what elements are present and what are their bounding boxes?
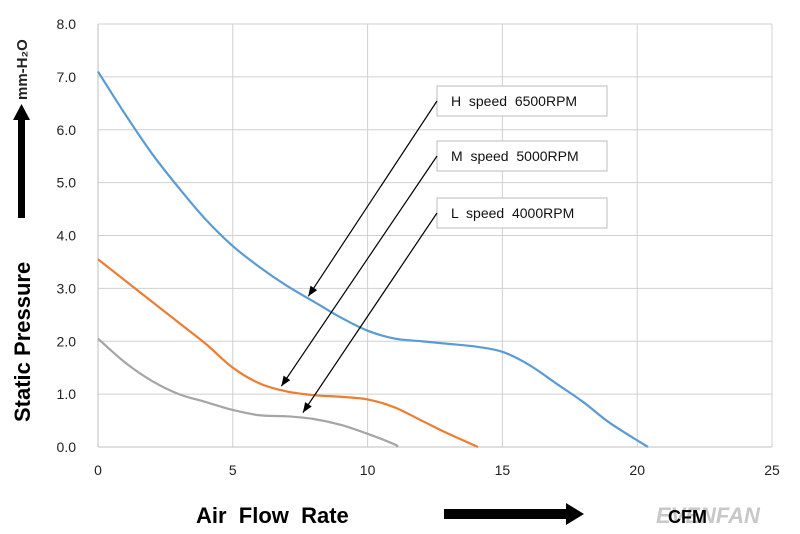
y-axis-arrow-icon — [13, 104, 30, 120]
y-tick-label: 2.0 — [57, 333, 77, 349]
series-line-l-speed — [97, 337, 399, 448]
y-tick-label: 7.0 — [57, 69, 77, 85]
arrowhead-icon-l-speed — [302, 402, 312, 413]
x-tick-label: 20 — [629, 462, 645, 478]
annotation-label-m-speed: M speed 5000RPM — [451, 148, 579, 164]
x-tick-label: 0 — [94, 462, 102, 478]
series-line-h-speed — [97, 70, 649, 448]
watermark-text: EVENFAN — [656, 503, 761, 528]
x-tick-label: 10 — [360, 462, 376, 478]
annotation-arrow-m-speed — [280, 155, 438, 387]
y-axis-title-group: Static Pressure mm-H₂O — [10, 39, 35, 422]
annotation-label-h-speed: H speed 6500RPM — [451, 93, 577, 109]
y-tick-label: 6.0 — [57, 122, 77, 138]
y-axis-bar — [18, 118, 25, 218]
y-tick-label: 4.0 — [57, 228, 77, 244]
x-axis-title: Air Flow Rate — [196, 503, 349, 528]
x-tick-label: 25 — [764, 462, 780, 478]
y-tick-labels: 0.0 1.0 2.0 3.0 4.0 5.0 6.0 7.0 8.0 — [57, 16, 77, 455]
y-tick-label: 8.0 — [57, 16, 77, 32]
annotation-arrow-h-speed — [307, 100, 438, 297]
y-tick-label: 3.0 — [57, 280, 77, 296]
annotation-label-l-speed: L speed 4000RPM — [451, 205, 574, 221]
x-axis-unit: CFM — [668, 507, 707, 527]
x-tick-labels: 0 5 10 15 20 25 — [94, 462, 780, 478]
y-tick-label: 5.0 — [57, 175, 77, 191]
y-axis-unit: mm-H₂O — [14, 39, 31, 100]
series-lines — [97, 70, 649, 449]
y-tick-label: 1.0 — [57, 386, 77, 402]
annotation-arrow-l-speed — [302, 212, 438, 413]
x-axis-bar — [444, 509, 568, 519]
watermark-logo: EVENFAN — [656, 503, 761, 528]
grid — [97, 23, 773, 448]
annotation-box-h-speed — [436, 85, 608, 117]
annotations: H speed 6500RPM M speed 5000RPM L speed 40… — [280, 85, 608, 413]
x-axis-arrow-icon — [566, 503, 584, 525]
x-tick-label: 15 — [495, 462, 511, 478]
annotation-box-l-speed — [436, 197, 608, 229]
arrowhead-icon-h-speed — [308, 285, 318, 297]
x-tick-label: 5 — [229, 462, 237, 478]
y-axis-title: Static Pressure — [10, 262, 35, 422]
series-line-m-speed — [97, 258, 479, 449]
arrowhead-icon-m-speed — [281, 375, 291, 387]
y-tick-label: 0.0 — [57, 439, 77, 455]
x-axis-title-group: Air Flow Rate — [196, 503, 584, 528]
annotation-box-m-speed — [436, 140, 608, 172]
